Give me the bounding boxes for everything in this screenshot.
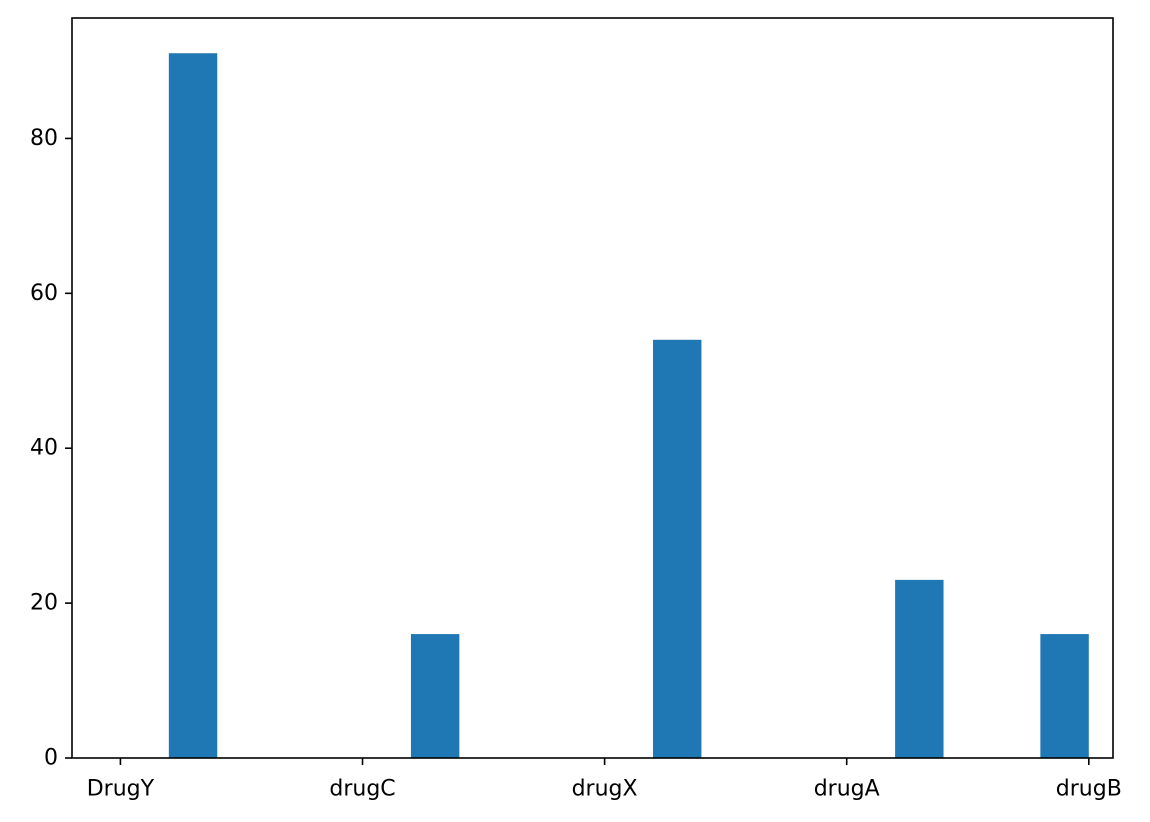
- y-tick-label: 60: [30, 281, 58, 306]
- y-tick-label: 20: [30, 591, 58, 616]
- x-axis: DrugY drugC drugX drugA drugB: [87, 758, 1122, 802]
- y-tick-label: 40: [30, 436, 58, 461]
- y-axis: 0 20 40 60 80: [30, 126, 72, 771]
- bar: [410, 634, 460, 758]
- x-tick-label: drugX: [572, 777, 638, 802]
- x-tick-label: DrugY: [87, 777, 155, 802]
- y-tick-label: 0: [44, 746, 58, 771]
- bar: [895, 579, 944, 758]
- bar: [653, 339, 702, 758]
- x-tick-label: drugB: [1056, 777, 1122, 802]
- x-tick-label: drugA: [814, 777, 880, 802]
- x-tick-label: drugC: [329, 777, 395, 802]
- y-tick-label: 80: [30, 126, 58, 151]
- bar: [168, 53, 218, 758]
- bars-group: [168, 53, 1089, 758]
- bar: [1040, 634, 1089, 758]
- plot-frame: [71, 17, 1114, 759]
